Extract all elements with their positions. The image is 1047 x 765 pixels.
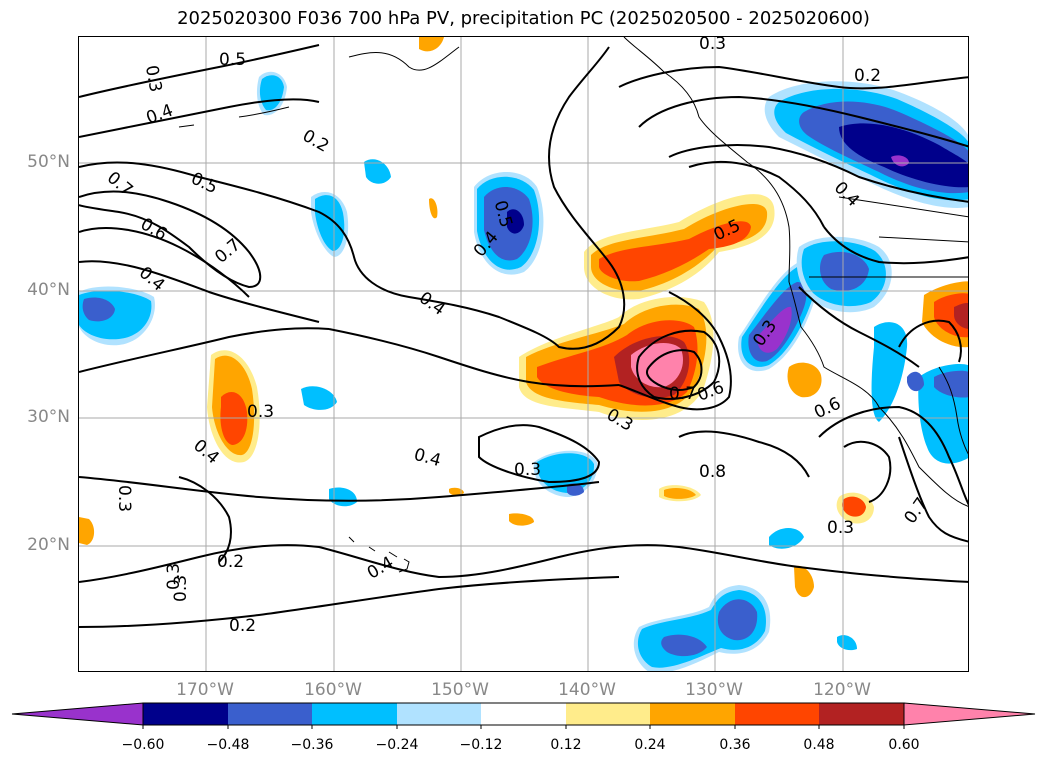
contour-label: 0.3 [171,575,191,602]
fill-orange-small7 [794,565,814,598]
colorbar-tick-label: −0.48 [206,737,250,753]
colorbar-tick-label: 0.24 [634,737,666,753]
contour-label: 0.2 [229,616,256,636]
contour-label: 0.3 [699,37,726,54]
colorbar-tick-label: −0.60 [121,737,165,753]
colorbar-segment [566,703,650,725]
contour-label: 0.5 [219,50,246,70]
contour-label: 0.2 [299,126,332,157]
fill-blue-mid-2 [536,453,595,493]
contour-label: 0.4 [415,288,449,320]
colorbar [0,700,1047,765]
lat-label-50n: 50°N [27,152,70,172]
fill-blue-west-3 [82,297,115,322]
colorbar-tick-label: 0.48 [803,737,835,753]
fill-blue-se [871,322,908,422]
contour-label: 0.3 [164,563,184,590]
lon-label-150w: 150°W [431,680,489,700]
fill-orange-small3-inner [664,487,696,499]
contour-label: 0.8 [699,462,726,482]
fill-blue-small7 [837,635,857,651]
colorbar-segment [735,703,819,725]
lon-label-120w: 120°W [813,680,871,700]
fill-blue-small3 [364,159,391,184]
contour-label: 0.7 [211,235,245,268]
fill-red-north [599,221,751,282]
fill-blue-small8 [907,371,924,392]
contour-label: 0.3 [114,485,134,512]
fill-darkred-east [954,302,968,329]
colorbar-arrow-right [903,702,1036,726]
colorbar-tick-label: 0.12 [550,737,582,753]
lon-label-160w: 160°W [304,680,362,700]
fill-blue-ne2-3 [819,251,869,291]
contour-label: 0.6 [811,394,844,424]
contour-label: 0.4 [364,553,397,584]
lat-label-40n: 40°N [27,280,70,300]
fill-red-east [934,293,968,338]
fill-blue-small5 [329,487,357,507]
fill-blue-small4 [301,386,337,410]
colorbar-arrow-left [11,702,144,726]
colorbar-segment [228,703,312,725]
fill-purple-coast [757,306,792,353]
colorbar-segment [397,703,481,725]
contour-label: 0.4 [412,445,443,471]
contour-label: 0.3 [827,518,854,538]
pv-contours [79,44,968,628]
fill-red-small2 [842,496,866,517]
fill-orange-small8 [509,513,534,526]
contour-label: 0.2 [217,552,244,572]
contour-label: 0.3 [514,460,541,480]
lon-label-140w: 140°W [558,680,616,700]
contour-label: 0.4 [830,178,863,211]
lat-label-20n: 20°N [27,535,70,555]
fill-orange-small6 [429,198,438,219]
fill-orange-small1 [787,362,822,398]
fill-blue-small6 [769,528,804,549]
contour-label: 0.7 [669,384,696,404]
colorbar-tick-label: 0.36 [719,737,751,753]
colorbar-segment [143,703,228,725]
contour-label: 0.7 [103,168,137,201]
fill-blue-small2-2 [315,195,345,251]
contour-label: 0.4 [144,101,176,129]
colorbar-tick-label: −0.24 [375,737,419,753]
map-panel[interactable]: 0.5 0.3 0.4 0.2 0.5 0.7 0.6 0.7 0.4 0.3 … [78,36,969,672]
fill-purple-northeast [891,155,909,167]
contour-label: 0.5 [188,169,221,199]
lon-label-130w: 130°W [685,680,743,700]
coastlines [178,37,968,573]
colorbar-tick-label: 0.60 [888,737,920,753]
colorbar-segment [481,703,566,725]
grid-lines [79,37,968,671]
fill-blue-south-4 [661,634,707,657]
colorbar-tick-label: −0.12 [459,737,503,753]
fill-blue-south-3 [717,599,758,641]
colorbar-segment [819,703,904,725]
map-title: 2025020300 F036 700 hPa PV, precipitatio… [177,8,870,29]
fill-pink-central [631,343,684,388]
map-svg: 0.5 0.3 0.4 0.2 0.5 0.7 0.6 0.7 0.4 0.3 … [79,37,968,671]
contour-label: 0.7 [900,494,932,528]
fill-orange-small4 [79,517,95,545]
fill-orange-small9 [449,487,464,496]
lat-label-30n: 30°N [27,407,70,427]
lon-label-170w: 170°W [176,680,234,700]
colorbar-tick-label: −0.36 [290,737,334,753]
fill-blue-mid-3 [567,483,584,496]
fill-blue-se2-3 [934,370,968,398]
fill-navy-center [507,209,524,234]
contour-label: 0.3 [141,64,165,94]
precip-negative-fills [79,71,968,671]
fill-navy-northeast [839,123,968,188]
colorbar-segment [312,703,397,725]
colorbar-segment [650,703,735,725]
fill-orange-small5 [419,37,444,52]
contour-label: 0.3 [247,402,274,422]
contour-label: 0.2 [854,66,881,86]
